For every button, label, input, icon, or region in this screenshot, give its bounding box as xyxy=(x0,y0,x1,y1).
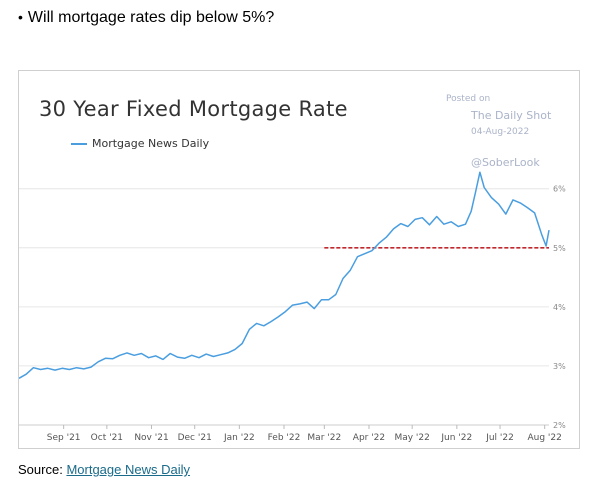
bullet-icon: • xyxy=(18,9,23,25)
x-tick-label: Jul '22 xyxy=(485,433,514,443)
x-tick-label: Nov '21 xyxy=(134,433,168,443)
watermark-publisher: The Daily Shot xyxy=(471,109,552,122)
source-label: Source: xyxy=(18,462,63,477)
y-tick-label: 4% xyxy=(553,303,566,312)
x-tick-label: Sep '21 xyxy=(47,433,81,443)
watermark-handle: @SoberLook xyxy=(471,156,540,169)
question-label: Will mortgage rates dip below 5%? xyxy=(27,9,275,26)
y-tick-label: 6% xyxy=(553,185,566,194)
x-tick-label: Jan '22 xyxy=(223,433,255,443)
x-tick-label: Oct '21 xyxy=(91,433,123,443)
x-tick-label: Mar '22 xyxy=(307,433,341,443)
x-tick-label: Feb '22 xyxy=(268,433,301,443)
legend-label: Mortgage News Daily xyxy=(92,137,210,150)
watermark-posted-on: Posted on xyxy=(446,94,491,104)
x-tick-label: Dec '21 xyxy=(178,433,212,443)
y-tick-label: 3% xyxy=(553,362,566,371)
y-tick-label: 2% xyxy=(553,421,566,430)
chart-title: 30 Year Fixed Mortgage Rate xyxy=(39,97,348,121)
line-chart-plot: 2% 3% 4% 5% 6% Sep '21 Oct '21 Nov '21 Dec '21 Ja… xyxy=(19,171,566,443)
legend-swatch xyxy=(71,142,87,145)
series-line-mortgage-news-daily xyxy=(19,171,550,379)
question-text: • Will mortgage rates dip below 5%? xyxy=(18,6,274,29)
x-tick-label: Aug '22 xyxy=(527,433,561,443)
watermark-date: 04-Aug-2022 xyxy=(471,127,530,137)
x-tick-label: Apr '22 xyxy=(353,433,385,443)
x-tick-label: May '22 xyxy=(394,433,429,443)
chart-legend: Mortgage News Daily xyxy=(71,137,209,150)
chart-card: 30 Year Fixed Mortgage Rate Mortgage New… xyxy=(18,70,580,449)
source-link[interactable]: Mortgage News Daily xyxy=(66,462,190,477)
source-line: Source: Mortgage News Daily xyxy=(18,462,190,477)
x-tick-label: Jun '22 xyxy=(440,433,472,443)
y-tick-label: 5% xyxy=(553,244,566,253)
